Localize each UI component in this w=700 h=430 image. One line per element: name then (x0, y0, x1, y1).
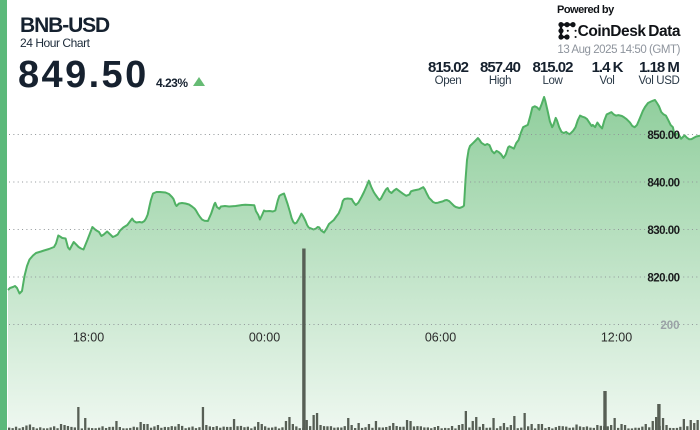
svg-text:00:00: 00:00 (249, 331, 280, 345)
svg-text:820.00: 820.00 (647, 273, 679, 285)
svg-text:850.00: 850.00 (647, 130, 679, 142)
svg-text:830.00: 830.00 (647, 225, 679, 237)
svg-text:12:00: 12:00 (601, 331, 632, 345)
svg-text:18:00: 18:00 (73, 331, 104, 345)
svg-text:840.00: 840.00 (647, 178, 679, 190)
svg-text:06:00: 06:00 (425, 331, 456, 345)
svg-text:200: 200 (660, 320, 679, 332)
